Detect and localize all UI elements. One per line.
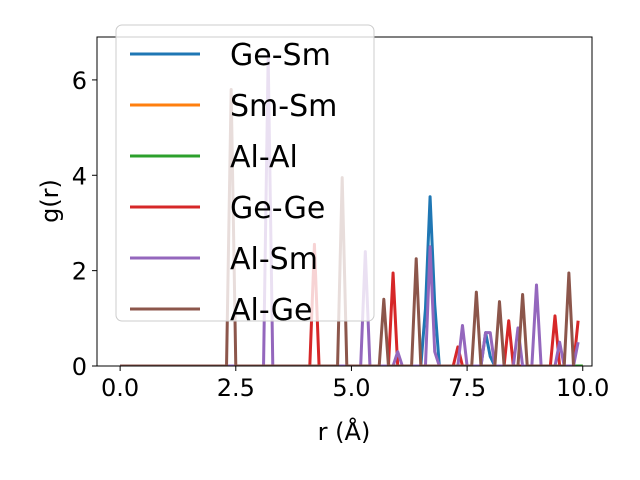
- y-axis-label: g(r): [36, 179, 64, 223]
- legend-label-ge-ge: Ge-Ge: [230, 191, 325, 226]
- y-tick-label: 6: [72, 67, 87, 95]
- x-tick-label: 0.0: [101, 374, 139, 402]
- legend-label-al-sm: Al-Sm: [230, 242, 318, 277]
- x-tick-label: 5.0: [332, 374, 370, 402]
- y-tick-label: 0: [72, 353, 87, 381]
- legend: Ge-Sm Sm-Sm Al-Al Ge-Ge Al-Sm Al-Ge: [115, 24, 375, 328]
- series-line-ge-sm: [120, 195, 497, 366]
- x-tick-label: 2.5: [217, 374, 255, 402]
- legend-label-sm-sm: Sm-Sm: [230, 89, 337, 124]
- series-line-al-ge: [120, 87, 575, 366]
- x-axis-label: r (Å): [318, 417, 371, 446]
- x-tick-label: 7.5: [448, 374, 486, 402]
- x-tick-label: 10.0: [556, 374, 609, 402]
- y-tick-label: 4: [72, 162, 87, 190]
- legend-label-al-ge: Al-Ge: [230, 293, 313, 328]
- y-tick-label: 2: [72, 258, 87, 286]
- legend-label-al-al: Al-Al: [230, 140, 298, 175]
- legend-box: [115, 24, 375, 322]
- legend-label-ge-sm: Ge-Sm: [230, 38, 331, 73]
